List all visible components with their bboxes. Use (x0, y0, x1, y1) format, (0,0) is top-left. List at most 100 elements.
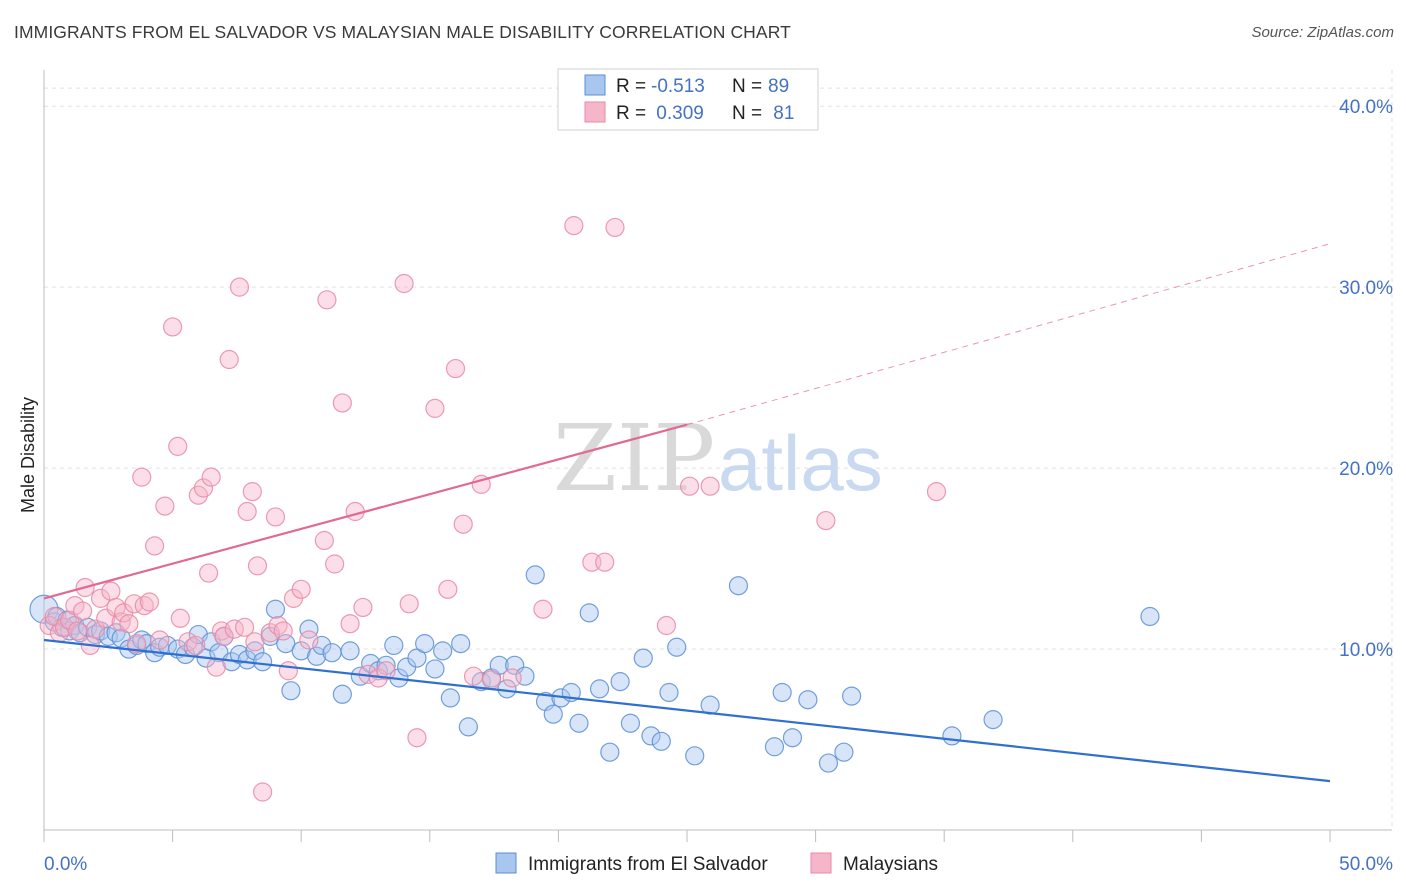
series-el-salvador-points (29, 565, 1160, 773)
el-salvador-point-78 (651, 731, 671, 751)
watermark: ZIP atlas (553, 405, 883, 512)
el-salvador-point-90 (842, 686, 862, 706)
malaysian-point-57 (325, 554, 345, 574)
malaysian-point-20 (132, 467, 152, 487)
source-label: Source: ZipAtlas.com (1251, 24, 1394, 41)
malaysian-point-82 (679, 476, 700, 496)
malaysian-point-72 (463, 666, 484, 686)
el-salvador-point-87 (798, 690, 818, 710)
series-legend: Immigrants from El Salvador Malaysians (495, 852, 938, 875)
malaysian-point-58 (332, 393, 352, 413)
legend-n-value-2: 81 (768, 103, 794, 124)
chart-title: IMMIGRANTS FROM EL SALVADOR VS MALAYSIAN… (14, 22, 791, 42)
el-salvador-point-92 (983, 710, 1003, 730)
el-salvador-point-76 (633, 648, 653, 668)
el-salvador-point-57 (451, 634, 471, 654)
malaysian-point-66 (399, 594, 419, 614)
el-salvador-point-37 (281, 681, 301, 701)
el-salvador-point-49 (384, 635, 404, 656)
el-salvador-point-58 (458, 717, 478, 737)
malaysian-point-17 (119, 614, 139, 634)
malaysian-point-85 (926, 482, 947, 502)
malaysian-point-48 (265, 507, 286, 527)
el-salvador-point-88 (818, 753, 839, 773)
el-salvador-point-36 (276, 634, 296, 654)
el-salvador-trend-line (43, 638, 1331, 783)
malaysian-point-44 (245, 632, 265, 652)
malaysian-point-24 (150, 630, 170, 650)
malaysian-point-84 (816, 510, 836, 531)
el-salvador-point-56 (440, 688, 460, 708)
el-salvador-point-54 (425, 659, 445, 679)
malaysian-point-21 (134, 596, 154, 616)
malaysian-point-28 (170, 608, 190, 628)
malaysian-point-27 (168, 436, 188, 456)
y-tick-label-3: 40.0% (1339, 97, 1393, 118)
malaysian-point-38 (219, 349, 239, 370)
malaysian-point-71 (453, 514, 473, 534)
el-salvador-point-71 (579, 603, 599, 623)
malaysian-point-43 (242, 482, 262, 502)
malaysian-point-65 (394, 273, 414, 294)
malaysian-point-69 (438, 579, 458, 599)
bottom-legend-swatch-pink (810, 852, 832, 874)
el-salvador-point-75 (620, 713, 641, 733)
malaysian-point-64 (376, 661, 396, 681)
malaysian-point-54 (299, 630, 319, 650)
el-salvador-point-81 (685, 746, 705, 766)
legend-r-value-1: -0.513 (651, 76, 705, 97)
malaysian-point-70 (445, 358, 466, 379)
malaysian-point-76 (533, 599, 553, 619)
malaysian-point-19 (126, 634, 147, 654)
axes (43, 70, 1392, 842)
y-axis-label: Male Disability (18, 397, 38, 513)
malaysian-point-32 (193, 478, 214, 498)
malaysian-point-34 (201, 467, 221, 487)
malaysian-point-59 (340, 614, 360, 634)
malaysian-point-51 (278, 661, 298, 681)
x-tick-label-0: 0.0% (44, 854, 87, 875)
el-salvador-point-35 (265, 599, 286, 619)
el-salvador-point-40 (307, 646, 327, 666)
malaysian-point-46 (253, 782, 273, 802)
x-tick-label-1: 50.0% (1339, 854, 1393, 875)
correlation-legend: R = -0.513 N = 89 R = 0.309 N = 81 (557, 68, 819, 131)
malaysian-point-26 (163, 317, 183, 337)
legend-swatch-pink (584, 101, 606, 123)
el-salvador-point-93 (1140, 606, 1160, 627)
el-salvador-point-67 (543, 704, 563, 724)
malaysian-point-49 (268, 615, 288, 636)
el-salvador-point-84 (764, 737, 785, 757)
malaysian-trend-line (43, 423, 688, 600)
malaysian-point-22 (139, 592, 160, 612)
grid (44, 70, 1393, 830)
legend-swatch-blue (584, 74, 606, 96)
malaysian-point-42 (237, 501, 257, 522)
malaysian-point-55 (314, 530, 334, 551)
legend-n-value-1: 89 (768, 76, 789, 97)
legend-r-label-2: R = (616, 103, 646, 124)
malaysian-point-0 (39, 615, 59, 636)
malaysian-point-50 (273, 621, 293, 641)
malaysian-point-6 (67, 621, 88, 641)
malaysian-point-53 (291, 579, 311, 599)
el-salvador-point-89 (834, 742, 854, 762)
el-salvador-point-74 (610, 672, 630, 692)
el-salvador-point-85 (772, 682, 792, 703)
trend-lines (43, 243, 1331, 783)
malaysian-point-25 (155, 496, 175, 516)
el-salvador-point-80 (667, 637, 687, 657)
malaysian-point-37 (214, 626, 234, 646)
malaysian-point-7 (72, 601, 93, 621)
watermark-zip-text: ZIP (553, 405, 715, 512)
el-salvador-point-70 (569, 713, 589, 733)
el-salvador-point-86 (782, 728, 803, 748)
el-salvador-point-83 (728, 576, 749, 596)
legend-r-value-2: 0.309 (651, 103, 704, 124)
el-salvador-point-91 (942, 726, 962, 746)
malaysian-point-61 (353, 597, 373, 618)
malaysian-point-40 (229, 277, 250, 297)
malaysian-point-67 (407, 728, 427, 748)
bottom-legend-label-malaysians: Malaysians (843, 854, 938, 875)
